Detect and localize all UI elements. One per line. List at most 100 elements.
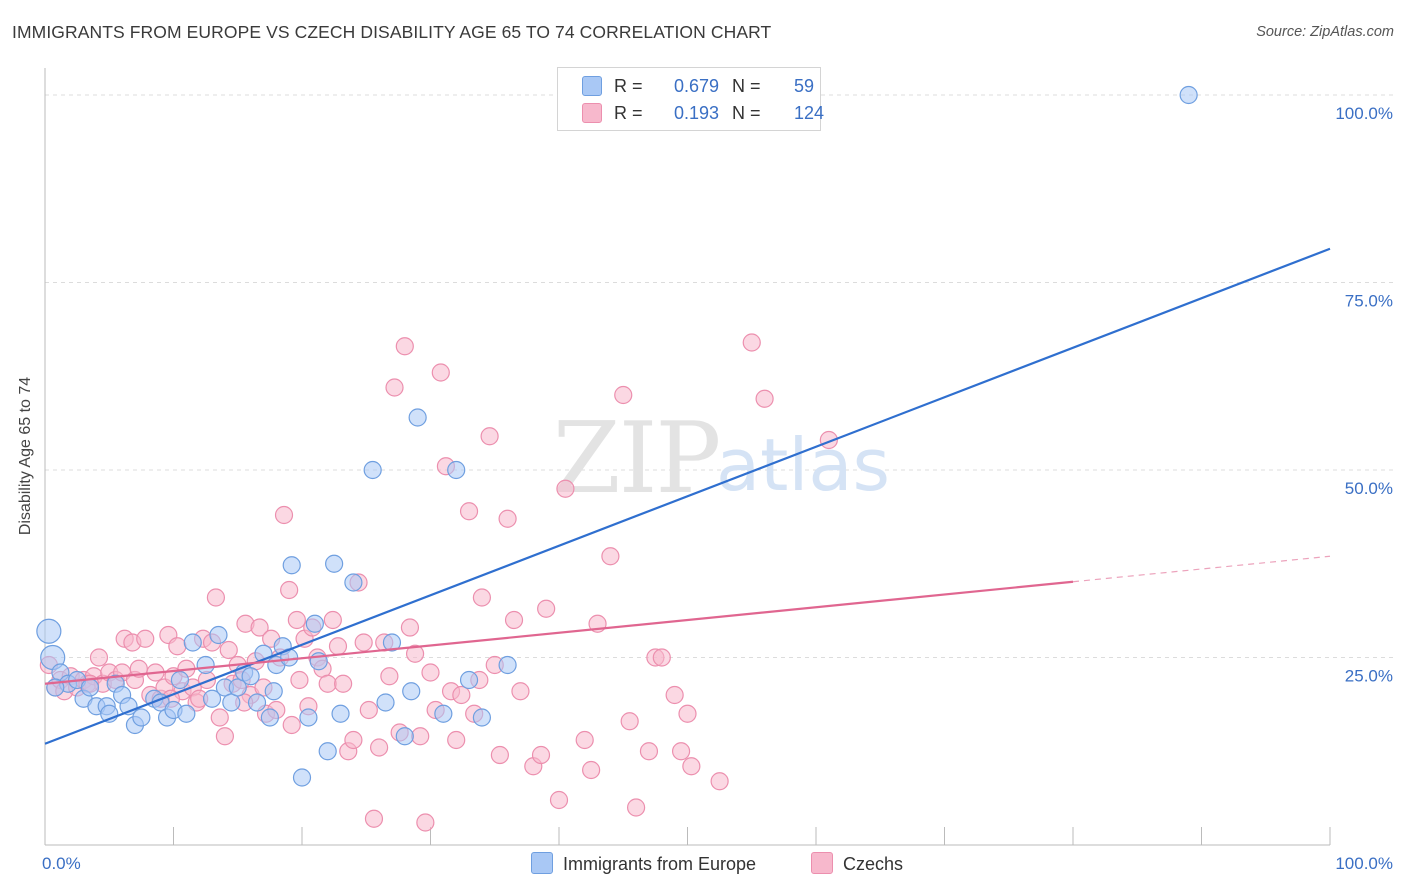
czech-point [710,772,729,791]
europe-point [344,573,363,592]
czech-point [511,682,530,701]
czech-point [575,730,594,750]
europe-point [498,655,517,675]
europe-point [447,460,466,480]
czech-point [421,663,440,682]
europe-point [1179,85,1198,105]
czech-point [274,505,294,525]
czech-point [652,648,671,667]
czech-point [210,708,229,727]
watermark: ZIP atlas [553,402,890,516]
czech-point [431,363,450,382]
legend-swatch-czechs [811,852,833,874]
trend-line-czech [44,580,1074,685]
europe-point [305,614,324,633]
legend-label-europe: Immigrants from Europe [563,854,757,874]
europe-point [209,625,228,645]
czech-point [344,730,363,750]
czech-point [380,667,399,686]
czech-point [328,637,348,656]
tick-labels: 25.0% 50.0% 75.0% 100.0% 0.0% 100.0% [42,104,1393,873]
grid-lines [45,94,1393,658]
legend-r-value: 0.193 [674,103,720,123]
czech-point [250,618,269,637]
czech-point [614,385,633,405]
europe-point [325,554,344,573]
europe-point [402,682,421,701]
europe-point [132,708,151,727]
czech-point [480,427,499,446]
europe-point [292,768,312,787]
czech-point [639,742,659,761]
czech-point [671,742,691,761]
czech-point [385,378,404,397]
europe-point [202,689,222,708]
europe-point [459,670,479,690]
czech-point [136,629,155,648]
czech-point [459,502,479,521]
czech-point [452,685,471,705]
europe-point [318,742,337,761]
europe-point [382,633,402,652]
czech-point [359,700,378,720]
europe-point [228,678,247,697]
czech-point [601,547,620,566]
europe-point [170,670,190,690]
y-tick-label: 50.0% [1345,479,1393,498]
europe-point [408,408,427,427]
trend-line-europe [44,247,1331,745]
czech-point [318,674,337,693]
legend-n-label: N = [732,76,761,96]
x-tick-label-max: 100.0% [1335,854,1393,873]
europe-point [331,704,350,723]
europe-point [36,618,62,644]
czech-point [665,685,684,705]
europe-point [241,667,260,686]
czech-point [537,599,556,618]
czech-point [280,580,299,600]
czech-point [498,509,517,528]
correlation-legend: R = 0.679 N = 59 R = 0.193 N = 124 [557,67,825,131]
legend-item-czechs: Czechs [811,852,903,875]
legend-n-value: 59 [794,76,815,96]
czech-point [472,588,491,607]
axes [44,68,1331,846]
czech-point [755,389,774,408]
x-tick-label-min: 0.0% [42,854,81,873]
watermark-atlas: atlas [716,423,890,507]
y-tick-label: 100.0% [1335,104,1393,123]
czech-point [682,757,701,776]
czech-point [364,809,384,828]
czech-point [89,648,109,667]
czech-point [334,674,353,693]
czech-point [395,337,414,356]
legend-n-label: N = [732,103,761,123]
europe-point [299,708,318,727]
czech-point [370,738,389,757]
legend-n-value: 124 [794,103,825,123]
europe-point [196,655,215,675]
czech-point [400,618,420,637]
czech-point [219,640,238,660]
europe-point [260,708,279,727]
europe-point [177,704,196,723]
y-tick-label: 75.0% [1345,292,1393,311]
czech-point [447,730,466,750]
czech-point [531,745,551,765]
legend-r-value: 0.679 [674,76,720,96]
legend-swatch-europe [531,852,553,874]
czech-point [168,637,187,656]
czech-point [556,479,575,498]
czech-point [411,727,430,746]
europe-point [376,693,395,712]
legend-label-czechs: Czechs [843,854,904,874]
europe-point [80,678,100,697]
legend-r-label: R = [614,76,643,96]
europe-point [264,682,283,701]
czech-point [206,588,226,607]
legend-swatch-europe [582,76,602,96]
czech-point [290,670,309,690]
czech-point [405,644,425,663]
czech-point [582,760,601,780]
